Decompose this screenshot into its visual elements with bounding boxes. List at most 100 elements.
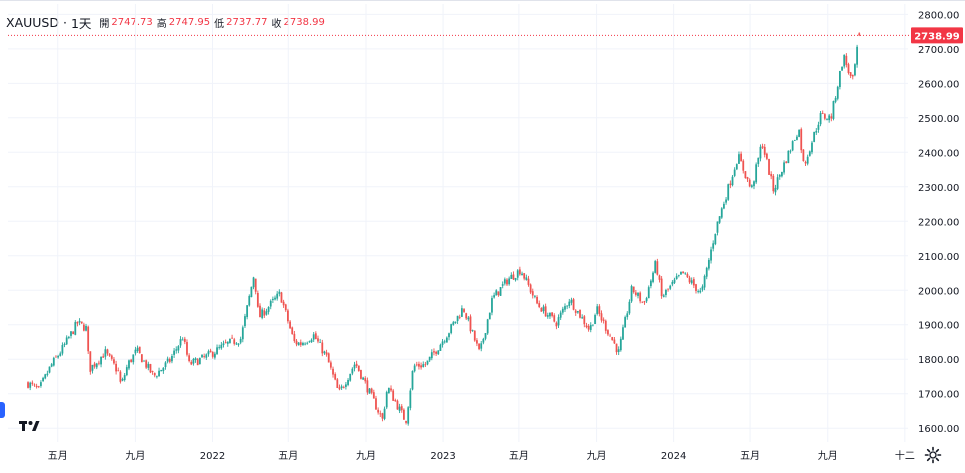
- x-tick-label: 五月: [48, 450, 68, 462]
- candle-body: [725, 199, 727, 203]
- x-tick-label: 九月: [818, 450, 838, 462]
- candle-body: [158, 370, 160, 377]
- candle-body: [383, 408, 386, 419]
- candle-body: [44, 374, 47, 379]
- chart-header: XAUUSD · 1天 開 2747.73 高 2747.95 低 2737.77 收…: [6, 14, 327, 31]
- y-tick-label: 1900.00: [918, 321, 959, 332]
- candle-body: [858, 33, 861, 36]
- candle-body: [536, 296, 538, 304]
- candle-body: [572, 299, 575, 310]
- candle-body: [712, 243, 715, 249]
- side-toolbar-toggle[interactable]: [0, 402, 5, 418]
- candle-body: [325, 352, 328, 355]
- candle-body: [654, 261, 657, 273]
- candle-body: [551, 312, 553, 316]
- candle-body: [729, 183, 732, 186]
- y-tick-label: 2700.00: [918, 45, 959, 56]
- candle-body: [295, 340, 298, 345]
- candle-body: [854, 64, 856, 76]
- y-tick-label: 2800.00: [918, 10, 959, 21]
- candle-body: [656, 261, 659, 275]
- candle-body: [29, 382, 32, 388]
- candle-body: [250, 286, 253, 298]
- candle-body: [299, 342, 302, 345]
- candle-body: [100, 356, 102, 365]
- candle-body: [538, 303, 541, 308]
- candle-body: [409, 390, 412, 408]
- candle-body: [377, 409, 380, 413]
- candle-body: [765, 153, 768, 159]
- tradingview-logo-icon[interactable]: [16, 414, 44, 436]
- candle-body: [559, 312, 562, 318]
- last-price-label: 2738.99: [914, 31, 960, 42]
- candle-body: [48, 366, 51, 373]
- candle-body: [125, 367, 128, 376]
- candle-body: [435, 351, 438, 354]
- candle-body: [115, 363, 117, 372]
- x-tick-label: 五月: [509, 450, 529, 462]
- candle-body: [441, 341, 444, 346]
- symbol-name[interactable]: XAUUSD: [6, 14, 59, 30]
- candle-body: [76, 321, 79, 324]
- interval-label[interactable]: 1天: [70, 15, 92, 31]
- candle-body: [31, 382, 34, 384]
- candle-body: [465, 313, 468, 319]
- candle-body: [682, 271, 685, 274]
- candle-body: [413, 365, 416, 372]
- candle-body: [235, 343, 238, 345]
- ohlc-legend: 開 2747.73 高 2747.95 低 2737.77 收 2738.99: [99, 15, 326, 30]
- candle-body: [486, 319, 489, 334]
- candle-body: [205, 354, 208, 358]
- candle-body: [673, 279, 676, 283]
- candle-body: [59, 353, 62, 356]
- candle-body: [602, 319, 605, 321]
- gear-icon[interactable]: [924, 446, 942, 464]
- candle-body: [613, 339, 616, 344]
- candle-body: [162, 367, 165, 372]
- high-value: 2747.95: [168, 16, 211, 28]
- candle-body: [248, 296, 251, 306]
- candle-body: [497, 291, 500, 296]
- candle-body: [57, 355, 60, 358]
- candle-body: [426, 360, 429, 365]
- candle-body: [336, 379, 339, 388]
- candle-body: [785, 161, 788, 163]
- candle-body: [368, 388, 371, 394]
- candle-body: [778, 174, 781, 177]
- y-tick-label: 2500.00: [918, 114, 959, 125]
- candle-body: [476, 340, 478, 344]
- candle-body: [256, 292, 259, 307]
- candle-body: [308, 341, 311, 343]
- candle-body: [804, 161, 807, 164]
- candle-body: [828, 115, 831, 121]
- candle-body: [422, 364, 425, 368]
- candle-body: [181, 339, 184, 341]
- candle-body: [372, 392, 375, 399]
- candle-body: [793, 140, 796, 141]
- candle-body: [720, 208, 723, 218]
- candle-body: [52, 357, 55, 366]
- candle-body: [549, 312, 551, 317]
- candle-body: [561, 308, 564, 313]
- candle-body: [329, 362, 332, 368]
- candle-body: [718, 216, 721, 223]
- candle-body: [396, 400, 399, 410]
- candle-body: [781, 171, 783, 177]
- candle-body: [856, 46, 858, 65]
- candle-body: [667, 288, 669, 290]
- candle-body: [772, 175, 775, 192]
- candle-body: [516, 270, 519, 278]
- candle-body: [443, 341, 446, 343]
- candle-body: [770, 173, 773, 177]
- candle-body: [37, 386, 40, 388]
- candle-body: [847, 64, 850, 73]
- candle-body: [589, 324, 592, 330]
- candle-body: [439, 344, 442, 351]
- candle-body: [65, 337, 68, 345]
- candle-body: [710, 249, 712, 261]
- candle-body: [617, 349, 620, 353]
- candle-body: [342, 386, 345, 388]
- candle-body: [171, 355, 173, 362]
- candle-body: [156, 376, 158, 378]
